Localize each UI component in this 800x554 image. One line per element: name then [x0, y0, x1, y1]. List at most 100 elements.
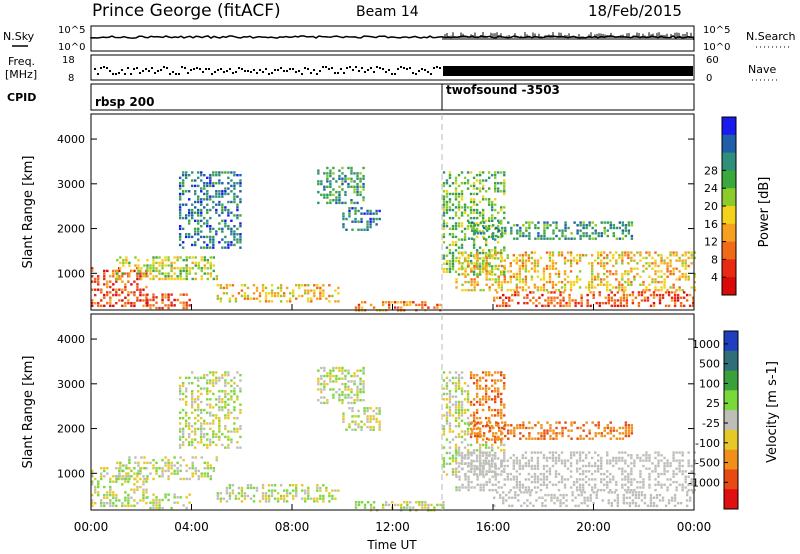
data-cell — [524, 488, 528, 492]
data-cell — [466, 259, 470, 263]
data-cell — [344, 369, 347, 372]
data-cell — [215, 173, 218, 177]
data-cell — [442, 227, 446, 231]
data-cell — [212, 269, 216, 273]
data-cell — [323, 193, 326, 197]
data-cell — [559, 501, 562, 505]
data-cell — [497, 264, 500, 268]
data-cell — [609, 472, 612, 476]
data-cell — [536, 480, 540, 484]
data-cell — [161, 296, 164, 299]
data-cell — [338, 185, 341, 188]
data-cell — [481, 171, 485, 174]
data-cell — [622, 293, 626, 297]
data-cell — [233, 390, 236, 393]
data-cell — [317, 369, 320, 372]
data-cell — [454, 235, 458, 239]
data-cell — [503, 273, 506, 276]
data-cell — [597, 275, 600, 278]
data-cell — [460, 246, 464, 249]
data-cell — [475, 235, 479, 239]
freq-dot — [193, 68, 195, 70]
data-cell — [481, 403, 485, 406]
data-cell — [478, 267, 482, 271]
data-cell — [528, 434, 531, 438]
data-cell — [535, 491, 538, 494]
data-cell — [341, 382, 344, 386]
data-cell — [445, 411, 449, 414]
data-cell — [445, 416, 449, 420]
data-cell — [335, 380, 338, 383]
data-cell — [583, 499, 586, 502]
data-cell — [627, 262, 630, 265]
data-cell — [454, 403, 458, 406]
data-cell — [233, 406, 236, 409]
data-cell — [679, 301, 683, 305]
data-cell — [518, 267, 522, 270]
data-cell — [572, 283, 576, 286]
data-cell — [288, 297, 292, 300]
data-cell — [181, 173, 185, 177]
data-cell — [124, 296, 127, 299]
data-cell — [206, 258, 209, 262]
data-cell — [161, 506, 164, 510]
data-cell — [690, 488, 693, 492]
data-cell — [445, 403, 449, 406]
data-cell — [342, 217, 345, 221]
data-cell — [200, 424, 203, 428]
data-cell — [200, 224, 203, 228]
data-cell — [530, 267, 534, 270]
data-cell — [182, 458, 185, 462]
data-cell — [357, 415, 360, 418]
data-cell — [173, 261, 176, 265]
data-cell — [645, 251, 648, 254]
data-cell — [654, 259, 657, 262]
data-cell — [684, 470, 687, 473]
data-cell — [538, 496, 541, 499]
data-cell — [307, 292, 310, 295]
data-cell — [512, 259, 515, 262]
data-cell — [622, 493, 626, 497]
data-cell — [476, 283, 479, 286]
data-cell — [170, 461, 173, 465]
data-cell — [197, 214, 200, 217]
data-cell — [233, 173, 236, 177]
data-cell — [578, 254, 582, 257]
data-cell — [206, 190, 209, 193]
data-cell — [515, 483, 519, 486]
data-cell — [338, 369, 341, 372]
data-cell — [261, 497, 265, 500]
data-cell — [586, 499, 589, 502]
data-cell — [587, 288, 591, 292]
data-cell — [167, 272, 170, 275]
data-cell — [215, 230, 218, 233]
data-cell — [657, 483, 660, 486]
data-cell — [356, 172, 359, 175]
data-cell — [200, 275, 203, 278]
data-cell — [215, 398, 218, 401]
data-cell — [442, 433, 446, 436]
data-cell — [372, 428, 375, 431]
data-cell — [552, 221, 555, 224]
data-cell — [560, 251, 564, 254]
data-cell — [594, 486, 597, 489]
data-cell — [181, 435, 185, 439]
data-cell — [273, 294, 277, 298]
data-cell — [103, 493, 106, 497]
data-cell — [323, 188, 326, 191]
data-cell — [233, 387, 236, 390]
data-cell — [188, 256, 191, 259]
data-cell — [630, 426, 634, 430]
data-cell — [622, 291, 626, 294]
data-cell — [663, 456, 666, 460]
data-cell — [561, 229, 564, 232]
data-cell — [500, 249, 503, 252]
data-cell — [200, 387, 203, 390]
data-cell — [624, 234, 628, 238]
data-cell — [624, 434, 628, 438]
data-cell — [556, 296, 559, 299]
data-cell — [323, 366, 326, 370]
data-cell — [233, 184, 236, 188]
data-cell — [582, 429, 585, 432]
